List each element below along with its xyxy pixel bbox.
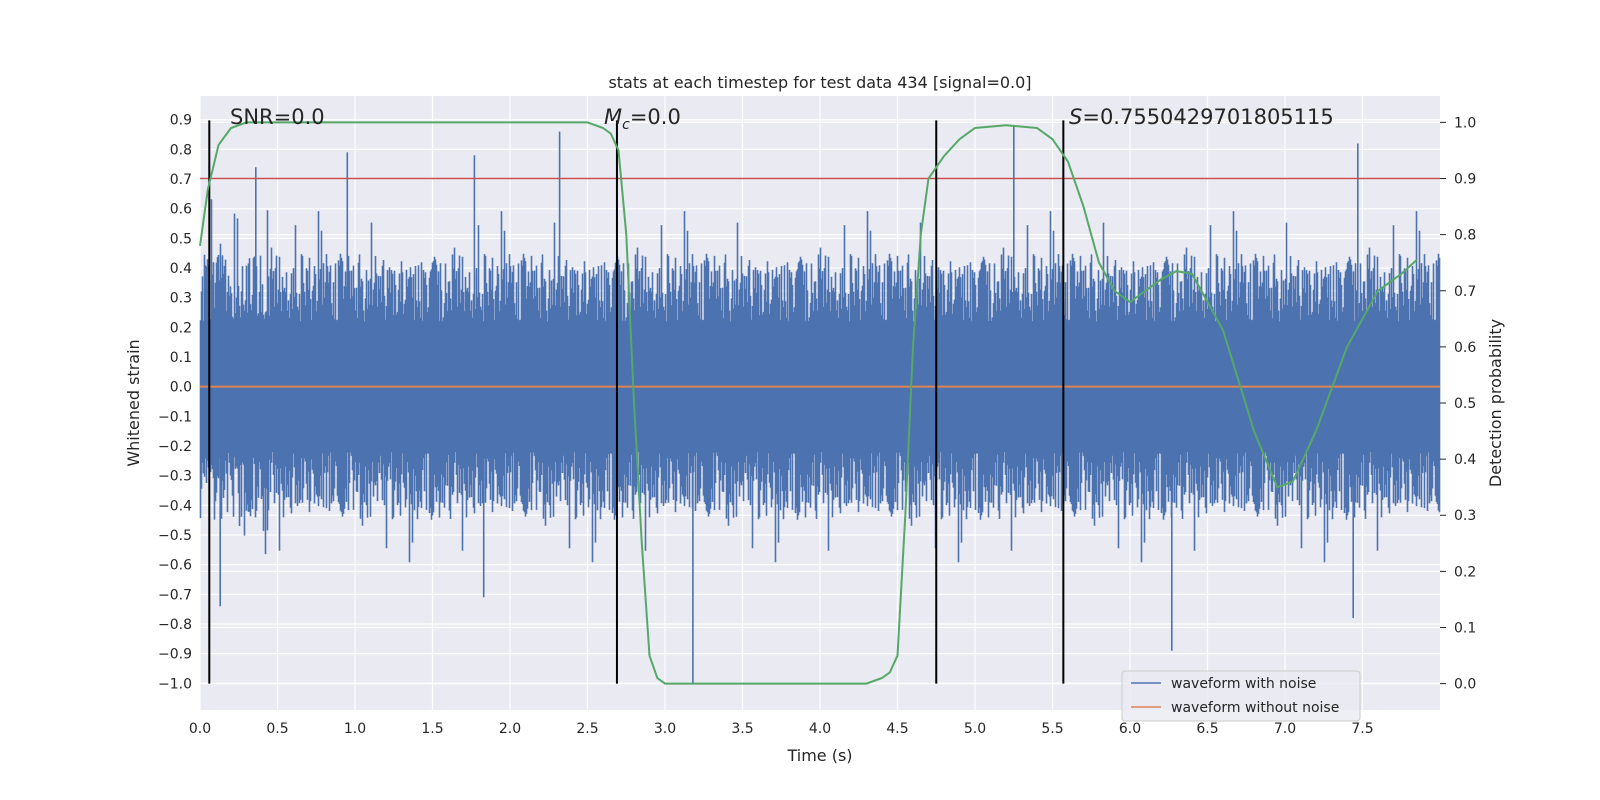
y2-tick-label: 0.1	[1454, 620, 1476, 636]
x-tick-label: 7.0	[1274, 721, 1296, 737]
x-tick-label: 0.0	[189, 721, 211, 737]
x-tick-label: 4.0	[809, 721, 831, 737]
x-tick-label: 2.0	[499, 721, 521, 737]
x-axis-label: Time (s)	[786, 746, 852, 765]
y-tick-label: −0.3	[158, 469, 192, 485]
y2-tick-label: 0.7	[1454, 284, 1476, 300]
y2-tick-label: 0.5	[1454, 396, 1476, 412]
mc-value: =0.0	[630, 105, 681, 129]
x-tick-label: 5.0	[964, 721, 986, 737]
y-tick-label: 0.8	[170, 142, 192, 158]
y-tick-label: −0.6	[158, 558, 192, 574]
x-tick-label: 0.5	[266, 721, 288, 737]
mc-subscript: c	[622, 117, 630, 133]
legend-label-clean: waveform without noise	[1171, 700, 1339, 716]
y-tick-label: 0.1	[170, 350, 192, 366]
y-tick-label: −0.5	[158, 528, 192, 544]
y2-tick-label: 0.8	[1454, 228, 1476, 244]
y-ticks: 0.9 0.8 0.7 0.6 0.5 0.4 0.3 0.2 0.1 0.0 −0.1 −0.2 −0…	[158, 113, 192, 693]
s-value: =0.7550429701805115	[1082, 105, 1333, 129]
legend-box	[1121, 670, 1361, 722]
y-tick-label: −0.1	[158, 409, 192, 425]
y2-tick-label: 0.6	[1454, 340, 1476, 356]
chart-title: stats at each timestep for test data 434…	[608, 73, 1031, 92]
snr-annotation: SNR=0.0	[230, 105, 325, 129]
legend-label-noise: waveform with noise	[1171, 676, 1316, 692]
y-tick-label: 0.2	[170, 320, 192, 336]
s-annotation: S=0.7550429701805115	[1069, 105, 1334, 129]
y-tick-label: −0.2	[158, 439, 192, 455]
x-tick-label: 6.0	[1119, 721, 1141, 737]
y-tick-label: 0.9	[170, 113, 192, 129]
x-tick-label: 7.5	[1351, 721, 1373, 737]
y2-tick-label: 1.0	[1454, 115, 1476, 131]
y2-tick-label: 0.3	[1454, 508, 1476, 524]
y-tick-label: 0.7	[170, 172, 192, 188]
s-symbol: S	[1069, 105, 1082, 129]
y-tick-label: 0.4	[170, 261, 192, 277]
y-tick-label: 0.6	[170, 202, 192, 218]
x-tick-label: 3.5	[731, 721, 753, 737]
x-tick-label: 6.5	[1196, 721, 1218, 737]
detection-probability-line	[199, 121, 1418, 685]
x-tick-label: 1.5	[421, 721, 443, 737]
mc-annotation: Mc=0.0	[604, 105, 681, 133]
mc-symbol: M	[604, 105, 622, 129]
x-tick-label: 2.5	[576, 721, 598, 737]
y2-tick-label: 0.0	[1454, 677, 1476, 693]
y-tick-label: 0.3	[170, 291, 192, 307]
y-tick-label: −0.4	[158, 498, 192, 514]
y-tick-label: −0.8	[158, 617, 192, 633]
y-tick-label: 0.5	[170, 231, 192, 247]
x-tick-label: 4.5	[886, 721, 908, 737]
y2-axis-label: Detection probability	[1486, 319, 1505, 487]
y2-tick-label: 0.4	[1454, 452, 1476, 468]
y-tick-label: −0.9	[158, 647, 192, 663]
x-tick-label: 1.0	[344, 721, 366, 737]
x-tick-label: 3.0	[654, 721, 676, 737]
y2-ticks: 1.0 0.9 0.8 0.7 0.6 0.5 0.4 0.3 0.2 0.1 0.0	[1440, 115, 1476, 693]
y2-tick-label: 0.2	[1454, 564, 1476, 580]
y-tick-label: 0.0	[170, 380, 192, 396]
y-axis-label: Whitened strain	[124, 339, 143, 466]
x-tick-label: 5.5	[1041, 721, 1063, 737]
y-tick-label: −1.0	[158, 676, 192, 692]
y2-tick-label: 0.9	[1454, 172, 1476, 188]
y-tick-label: −0.7	[158, 587, 192, 603]
vertical-markers	[208, 120, 1065, 684]
x-ticks: 0.0 0.5 1.0 1.5 2.0 2.5 3.0 3.5 4.0 4.5 5.0 5.5 6.0 6…	[189, 721, 1374, 737]
legend: waveform with noise waveform without noi…	[1121, 670, 1361, 722]
